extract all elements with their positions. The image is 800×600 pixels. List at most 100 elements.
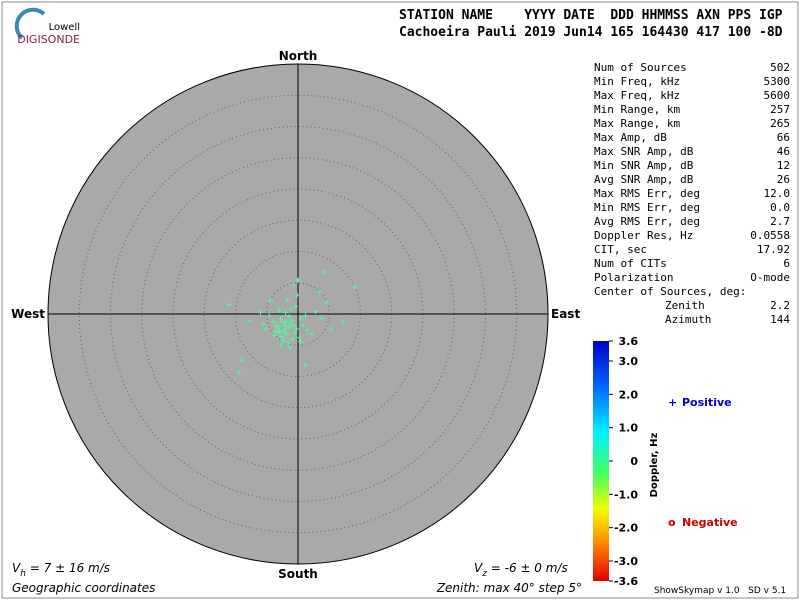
stat-label: Min Freq, kHz [594,75,680,88]
source-point [298,339,303,344]
coords-note: Geographic coordinates [12,581,155,595]
logo-text: DIGISONDE [17,33,80,46]
source-point [286,314,292,319]
source-point [294,292,300,298]
stat-label: Num of CITs [594,257,667,270]
source-point [246,318,252,324]
logo-text: Lowell [49,22,80,33]
source-point [352,284,358,290]
zenith-prefix: Zenith: max [436,581,514,595]
stat-value: 17.92 [757,243,790,256]
legend-marker: + [668,396,677,409]
stat-label: Max SNR Amp, dB [594,145,694,158]
stat-value: 46 [777,145,790,158]
source-point [281,329,287,334]
source-point [271,332,277,338]
stat-label: Avg RMS Err, deg [594,215,700,228]
stat-value: 0.0 [770,201,790,214]
stat-value: 2.7 [770,215,790,228]
source-point [270,319,276,324]
center-label: Zenith [665,299,705,312]
source-point [285,340,291,346]
source-point [226,302,232,308]
source-point [295,277,301,283]
source-point [283,322,288,328]
v-subscript: h [20,569,26,579]
stat-value: O-mode [750,271,790,284]
v-symbol: V [12,561,21,575]
source-point [298,315,304,321]
stat-label: Max RMS Err, deg [594,187,700,200]
source-point [278,342,284,348]
stat-value: 257 [770,103,790,116]
source-point [279,334,285,339]
source-point [328,327,334,333]
source-point [275,324,281,329]
colorbar-tick-label: 3.0 [619,355,639,368]
center-label: Azimuth [665,313,711,326]
source-point [278,316,283,322]
legend-label: Positive [682,396,732,409]
stat-label: Min Range, km [594,103,680,116]
source-point [296,335,302,341]
stat-value: 265 [770,117,790,130]
source-point [319,315,325,321]
stat-label: Max Amp, dB [594,131,667,144]
source-point [287,345,293,351]
stat-value: 12.0 [764,187,791,200]
stat-label: Doppler Res, Hz [594,229,693,242]
colorbar-tick-label: 3.6 [619,335,639,348]
source-point [292,330,298,336]
source-point [309,331,315,337]
source-point [284,331,290,337]
zenith-info: Zenith: max 40° step 5° [436,581,582,595]
colorbar-tick-label: -2.0 [614,522,638,535]
colorbar-tick-label: -1.0 [614,488,638,501]
source-point [258,309,263,315]
source-point [279,320,285,326]
colorbar-tick-label: 1.0 [619,422,639,435]
source-point [300,322,306,328]
source-point [284,297,290,303]
source-point [340,319,346,325]
source-point [283,310,288,316]
colorbar-tick-label: -3.6 [614,575,638,588]
colorbar [593,341,609,581]
source-point [288,321,293,327]
center-value: 144 [770,313,790,326]
version: ShowSkymap v 1.0 SD v 5.1 [654,586,786,596]
source-point [294,326,300,332]
v-subscript: z [481,569,487,579]
stat-label: CIT, sec [594,243,647,256]
zenith-max: 40 [513,581,529,595]
legend-label: Negative [682,516,738,529]
source-point [280,337,286,343]
source-point [288,306,294,312]
source-point [286,325,292,331]
colorbar-tick-label: 0 [630,455,638,468]
colorbar-tick-label: -3.0 [614,555,638,568]
direction-label: East [551,307,580,321]
stat-label: Polarization [594,271,673,284]
source-point [289,317,295,323]
source-point [239,357,245,363]
v-text: = -6 ± 0 m/s [487,561,568,575]
source-point [260,321,266,327]
stat-value: 0.0558 [750,229,790,242]
legend-marker: o [668,516,676,529]
stat-value: 502 [770,61,790,74]
source-point [267,298,273,304]
source-point [282,326,288,332]
source-point [303,312,308,318]
source-point [313,309,318,314]
header-line: STATION NAME YYYY DATE DDD HHMMSS AXN PP… [399,8,783,23]
velocity: Vz = -6 ± 0 m/s [474,561,568,579]
direction-label: South [278,567,318,581]
source-point [302,362,308,368]
stat-value: 5300 [764,75,791,88]
source-point [291,323,297,329]
zenith-suffix: ° [576,581,582,595]
zenith-middle: ° step [529,581,569,595]
